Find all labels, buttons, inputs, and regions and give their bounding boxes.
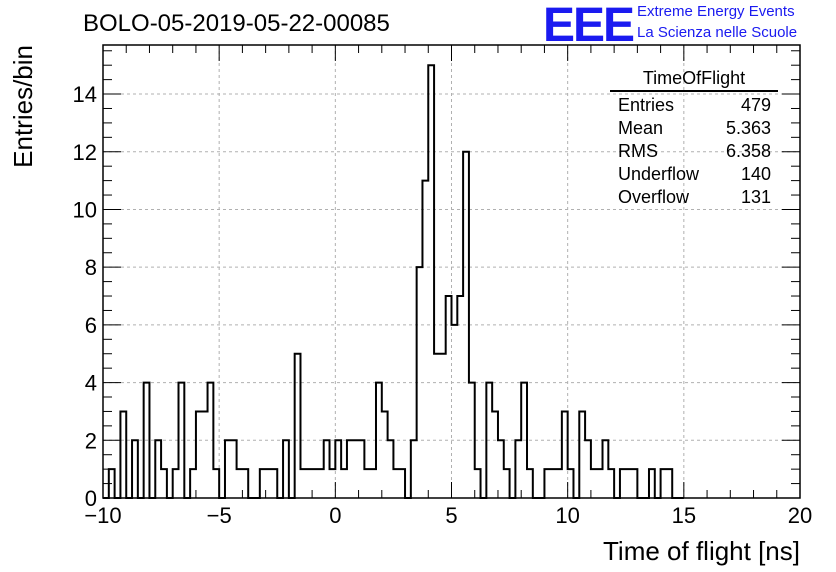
stats-row-mean: Mean 5.363	[610, 117, 778, 140]
x-tick-label: −5	[207, 503, 232, 528]
chart-title: BOLO-05-2019-05-22-00085	[83, 10, 390, 37]
stats-label: Underflow	[618, 164, 700, 184]
stats-label: Entries	[618, 95, 675, 115]
x-tick-label: 15	[672, 503, 696, 528]
x-axis-label: Time of flight [ns]	[603, 536, 800, 566]
stats-row-underflow: Underflow 140	[610, 163, 778, 186]
y-axis-label: Entries/bin	[8, 45, 38, 168]
x-tick-label: 5	[445, 503, 457, 528]
y-tick-label: 12	[73, 140, 97, 165]
y-tick-label: 10	[73, 197, 97, 222]
stats-row-overflow: Overflow 131	[610, 186, 778, 209]
stats-box: TimeOfFlight Entries 479 Mean 5.363 RMS …	[610, 68, 778, 209]
x-tick-label: 0	[329, 503, 341, 528]
x-tick-label: 20	[788, 503, 812, 528]
stats-value: 479	[740, 95, 771, 115]
histogram-line	[103, 64, 684, 499]
logo-line-2: La Scienza nelle Scuole	[637, 24, 798, 41]
stats-label: Mean	[618, 118, 664, 138]
stats-title: TimeOfFlight	[610, 68, 778, 92]
y-tick-label: 14	[73, 82, 97, 107]
stats-value: 5.363	[725, 118, 771, 138]
stats-value: 6.358	[725, 141, 771, 161]
stats-label: Overflow	[618, 187, 690, 207]
y-tick-label: 8	[85, 255, 97, 280]
y-tick-label: 2	[85, 428, 97, 453]
y-tick-label: 6	[85, 313, 97, 338]
stats-value: 140	[740, 164, 771, 184]
x-tick-label: 10	[555, 503, 579, 528]
eee-logo-mark: EEE	[543, 0, 635, 52]
stats-row-entries: Entries 479	[610, 94, 778, 117]
stats-label: RMS	[618, 141, 658, 161]
y-tick-label: 0	[85, 486, 97, 511]
x-tick-label: −10	[84, 503, 121, 528]
y-tick-label: 4	[85, 371, 97, 396]
stats-value: 131	[740, 187, 771, 207]
logo-line-1: Extreme Energy Events	[637, 3, 795, 20]
stats-row-rms: RMS 6.358	[610, 140, 778, 163]
plot-frame	[102, 44, 801, 499]
